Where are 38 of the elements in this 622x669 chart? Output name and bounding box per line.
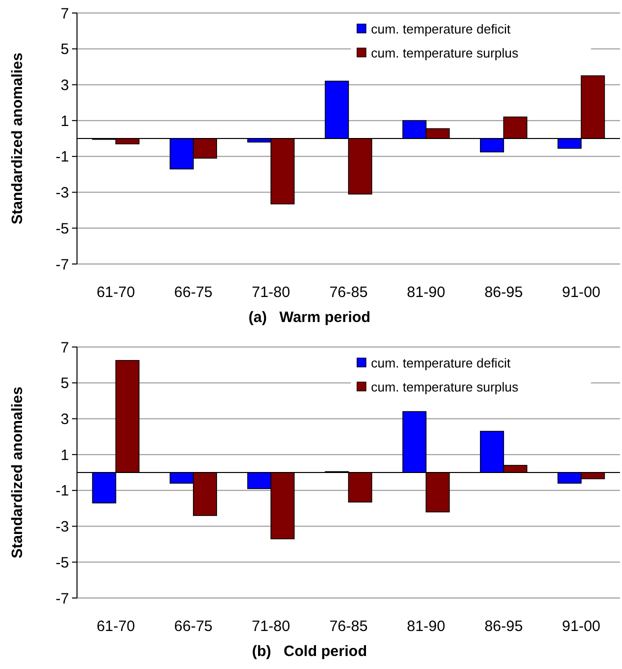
x-tick-label: 86-95 [484, 618, 523, 635]
legend-label: cum. temperature deficit [371, 22, 511, 37]
y-tick-label: 1 [60, 446, 69, 464]
y-axis-title: Standardized anomalies [9, 386, 26, 558]
y-tick-label: 5 [60, 41, 69, 58]
x-tick-label: 91-00 [562, 618, 600, 635]
x-tick-label: 71-80 [252, 618, 290, 635]
y-tick-label: 5 [60, 375, 69, 392]
y-tick-label: -3 [56, 518, 69, 536]
x-tick-label: 61-70 [96, 284, 135, 301]
legend-label: cum. temperature deficit [371, 356, 511, 371]
x-tick-label: 81-90 [406, 284, 446, 301]
legend-label: cum. temperature surplus [371, 380, 519, 395]
x-tick-label: 81-90 [406, 618, 446, 635]
y-axis-title: Standardized anomalies [9, 52, 26, 224]
x-tick-label: 91-00 [562, 284, 600, 301]
y-tick-label: -5 [56, 554, 69, 572]
y-tick-label: -7 [56, 256, 69, 274]
x-tick-label: 71-80 [252, 284, 290, 301]
x-tick-label: 66-75 [174, 284, 213, 301]
y-tick-label: 1 [60, 112, 69, 130]
text: (b) Cold period [252, 643, 367, 660]
x-tick-label: 66-75 [174, 618, 213, 635]
x-tick-label: 86-95 [484, 284, 523, 301]
y-tick-label: -3 [56, 184, 69, 202]
y-tick-label: 3 [60, 76, 69, 94]
y-tick-label: 7 [60, 5, 69, 22]
x-tick-label: 76-85 [329, 284, 368, 301]
y-tick-label: -5 [56, 220, 69, 238]
x-tick-label: 61-70 [96, 618, 135, 635]
y-tick-label: 7 [60, 339, 69, 356]
y-tick-label: -1 [56, 482, 69, 500]
y-tick-label: -7 [56, 590, 69, 608]
y-tick-label: -1 [56, 148, 69, 166]
y-tick-label: 3 [60, 410, 69, 428]
text: (a) Warm period [248, 309, 370, 326]
x-tick-label: 76-85 [329, 618, 368, 635]
legend-label: cum. temperature surplus [371, 46, 519, 61]
